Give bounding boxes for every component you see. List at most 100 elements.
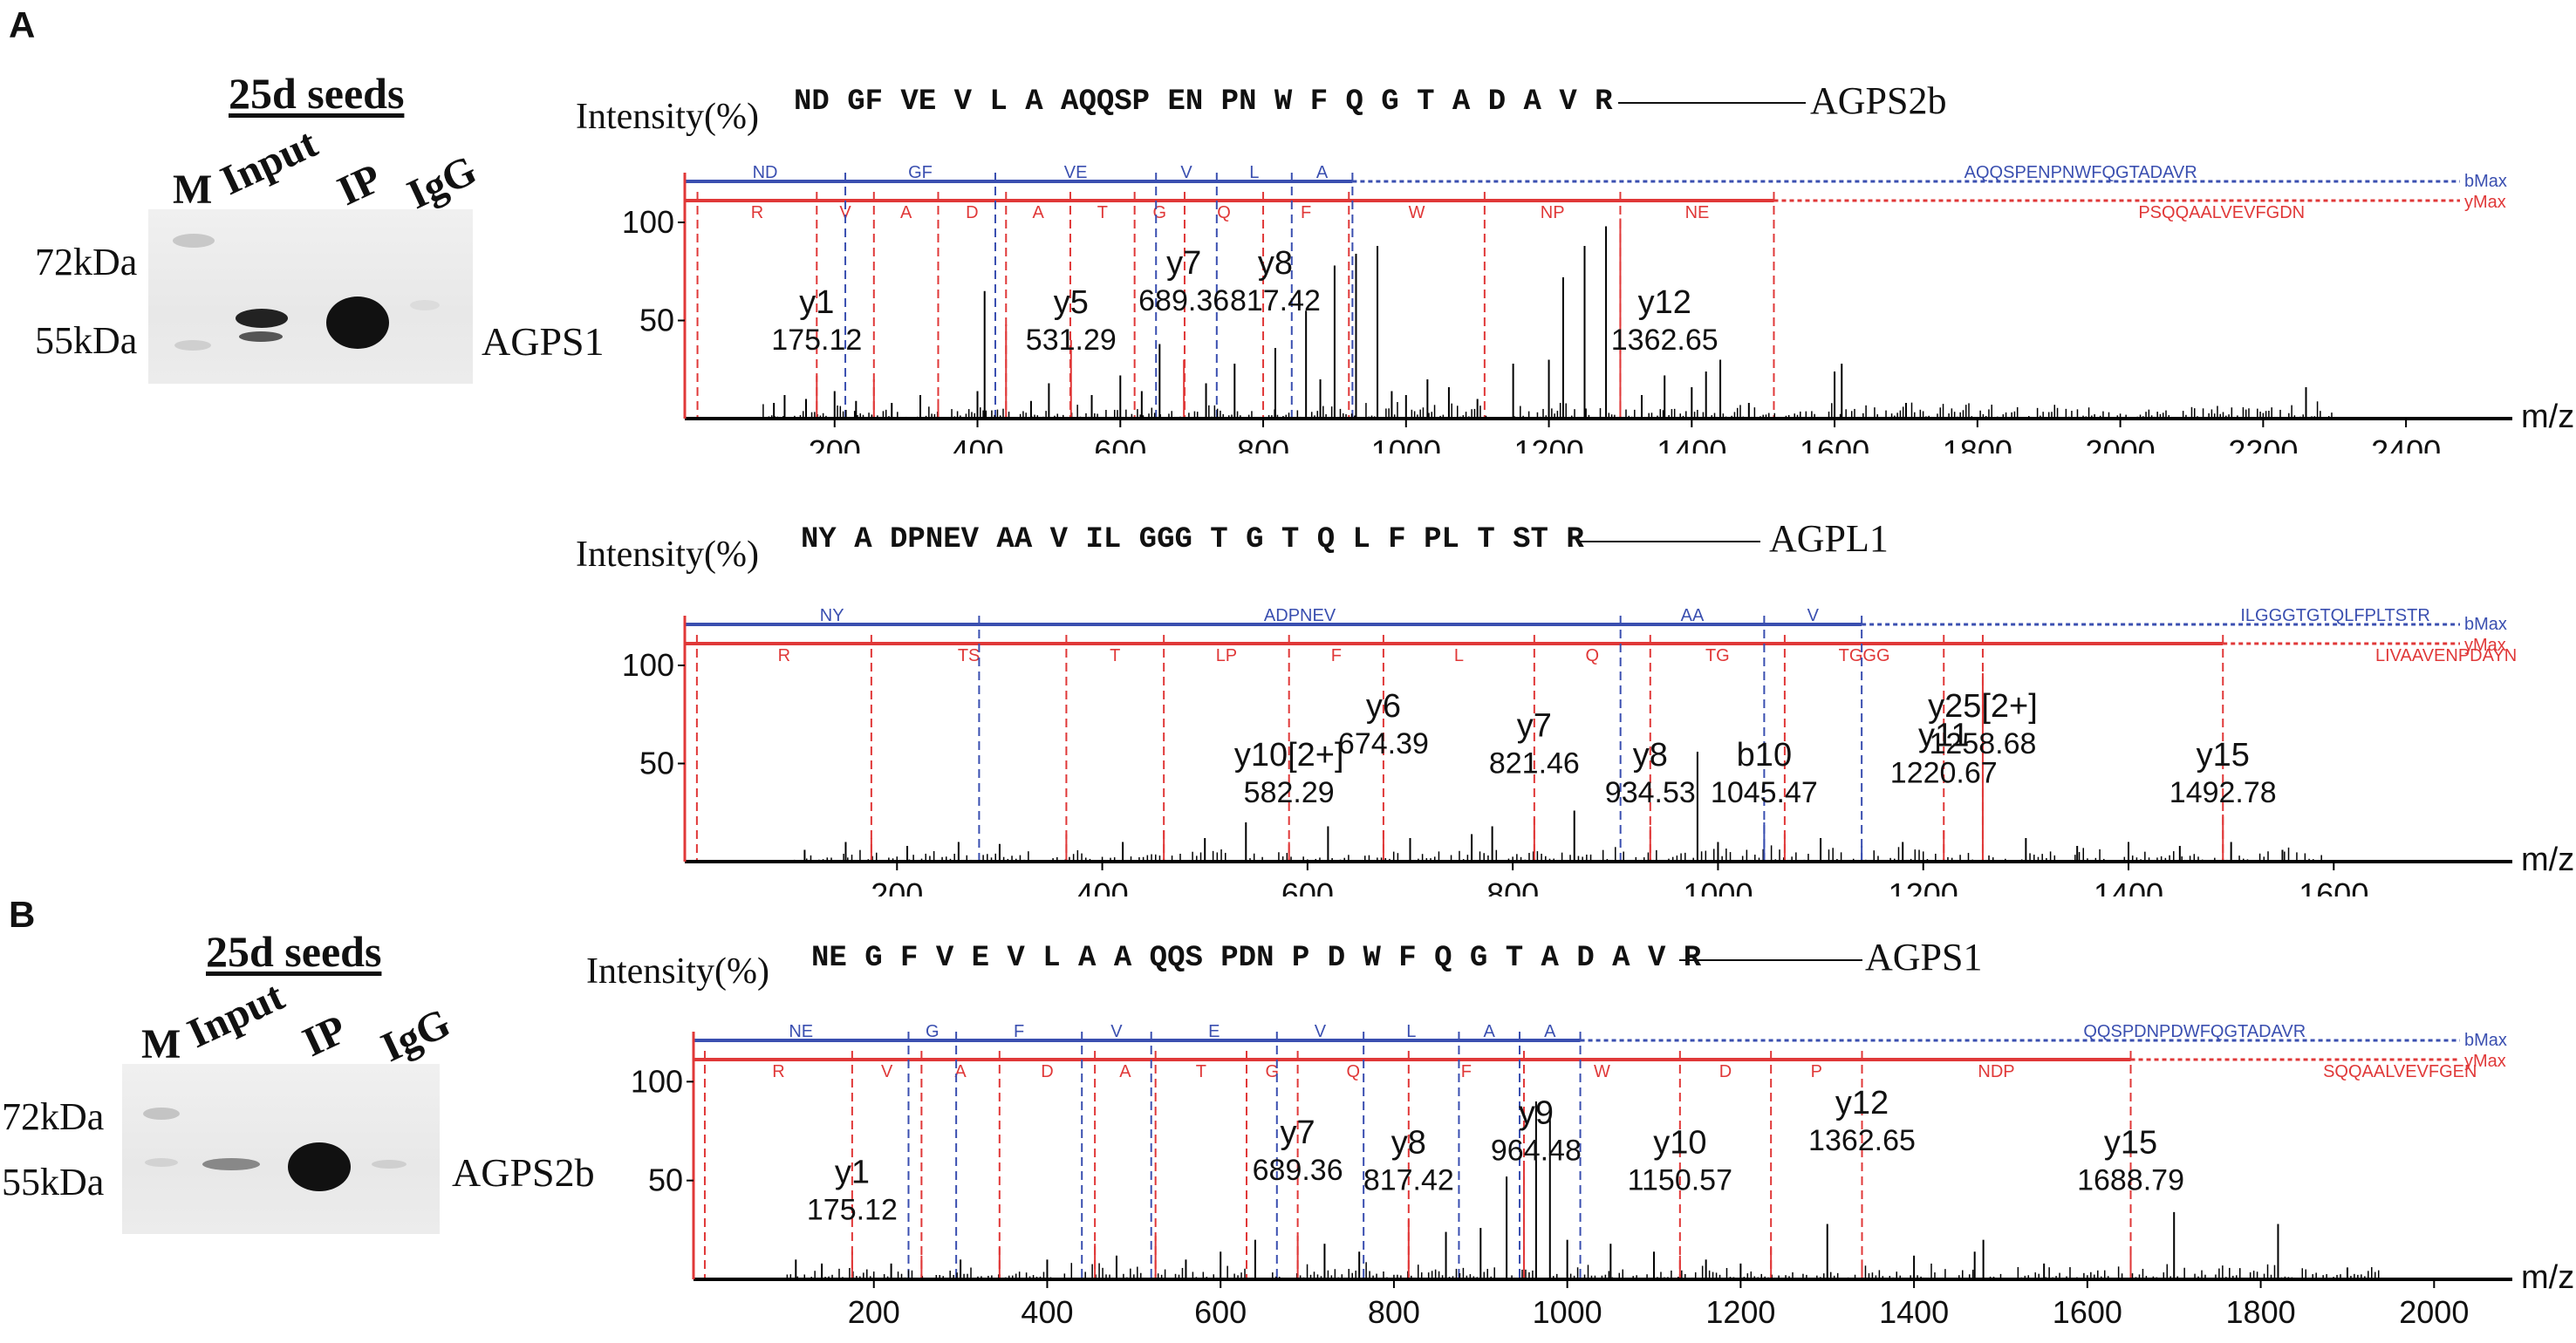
mw-marker-55kda: 55kDa [35,319,138,362]
blot-protein-name: AGPS2b [452,1150,595,1195]
x-tick-label: 800 [1237,433,1289,453]
peak-ion-label: y7 [1166,245,1201,282]
bmax-label: bMax [2464,1031,2507,1050]
peptide-sequence: NY A DPNEV AA V IL GGG T G T Q L F PL T … [801,523,1584,556]
b-ion-label: NE [789,1022,813,1041]
y-ion-label: A [1032,203,1044,222]
x-tick-label: 200 [871,876,923,896]
lane-label-m: M [173,167,213,213]
y-ion-label: Q [1346,1062,1360,1081]
b-ion-label: A [1544,1022,1556,1041]
b-ion-label: L [1406,1022,1416,1041]
panel-letter-a: A [9,4,36,45]
bmax-label: bMax [2464,172,2507,191]
y-ion-label: R [778,646,790,665]
peak-mz-label: 821.46 [1489,746,1580,780]
peak-ion-label: y7 [1281,1115,1315,1151]
y-ion-label: G [1266,1062,1280,1081]
peak-mz-label: 1362.65 [1611,324,1718,357]
peak-mz-label: 934.53 [1605,776,1696,809]
b-ion-tail-label: ILGGGTGTQLFPLTSTR [2240,606,2429,625]
y-ion-label: NE [1685,203,1710,222]
y-ion-label: F [1331,646,1342,665]
b-ion-label: A [1484,1022,1496,1041]
peak-ion-label: y5 [1054,284,1089,321]
blot-membrane [148,209,473,384]
x-tick-label: 1600 [1800,433,1869,453]
peak-mz-label: 674.39 [1338,727,1429,760]
y-ion-label: V [839,203,851,222]
x-tick-label: 1200 [1705,1294,1775,1330]
y-tick-label: 100 [631,1063,683,1099]
x-tick-label: 2000 [2086,433,2156,453]
peak-ion-label: y9 [1519,1094,1554,1131]
mw-marker-72kda: 72kDa [35,241,138,283]
ymax-label: yMax [2464,1052,2506,1071]
peak-mz-label: 1258.68 [1930,727,2037,760]
peak-ion-label: y8 [1633,737,1668,774]
blot-protein-name: AGPS1 [482,319,605,364]
y-ion-label: W [1594,1062,1610,1081]
x-axis-label: m/z [2521,1259,2574,1296]
lane-label-ip: IP [331,154,389,215]
x-tick-label: 800 [1368,1294,1420,1330]
y-ion-label: TGGG [1839,646,1890,665]
x-tick-label: 200 [848,1294,900,1330]
x-tick-label: 1200 [1889,876,1958,896]
y-ion-label: F [1301,203,1311,222]
peak-mz-label: 175.12 [807,1193,898,1226]
x-tick-label: 400 [951,433,1003,453]
spectrum-ylabel: Intensity(%) [586,951,769,992]
y-ion-label: F [1461,1062,1472,1081]
y-ion-label: V [881,1062,893,1081]
lane-label-igg: IgG [400,147,484,219]
x-axis-label: m/z [2521,842,2574,878]
y-ion-label: R [772,1062,784,1081]
y-ion-label: P [1811,1062,1822,1081]
x-tick-label: 1000 [1371,433,1441,453]
y-ion-label: NP [1541,203,1565,222]
x-tick-label: 1800 [1943,433,2012,453]
y-ion-label: A [900,203,912,222]
peak-mz-label: 817.42 [1230,284,1321,317]
peak-ion-label: y1 [799,284,834,321]
lane-label-m: M [141,1021,181,1067]
lane-label-ip: IP [296,1006,354,1067]
ip-band [288,1142,351,1191]
x-tick-label: 2400 [2371,433,2441,453]
protein-name: AGPL1 [1769,517,1889,560]
x-tick-label: 600 [1194,1294,1247,1330]
x-tick-label: 1800 [2226,1294,2296,1330]
peak-mz-label: 964.48 [1491,1134,1582,1167]
marker-band [143,1108,180,1120]
x-tick-label: 1600 [2053,1294,2122,1330]
peak-mz-label: 1362.65 [1808,1124,1916,1157]
protein-name: AGPS2b [1810,79,1947,122]
y-ion-label: L [1454,646,1464,665]
y-ion-label: T [1196,1062,1206,1081]
peak-ion-label: y25[2+] [1928,688,2038,725]
b-ion-tail-label: QQSPDNPDWFQGTADAVR [2083,1022,2306,1041]
y-ion-label: NDP [1978,1062,2014,1081]
y-ion-label: D [966,203,978,222]
ms-spectrum-3: NE G F V E V L A A QQSPDNPDWFQGTADAVR bMax R V A D A T G Q… [631,1022,2574,1330]
x-tick-label: 400 [1076,876,1129,896]
y-tick-label: 50 [639,303,674,338]
igg-band [372,1160,407,1169]
peptide-sequence: NE G F V E V L A A QQS PDN P D W F Q G T… [811,942,1702,975]
y-ion-label: W [1409,203,1425,222]
peak-mz-label: 689.36 [1138,284,1229,317]
x-tick-label: 800 [1486,876,1539,896]
x-tick-label: 1000 [1683,876,1753,896]
y-ion-label: A [954,1062,967,1081]
marker-band [145,1158,178,1167]
x-tick-label: 1200 [1514,433,1584,453]
b-ion-label: GF [908,163,933,182]
y-ion-label: Q [1586,646,1600,665]
spectrum-ylabel: Intensity(%) [576,97,759,137]
peak-ion-label: y6 [1366,688,1401,725]
x-tick-label: 2200 [2228,433,2298,453]
b-ion-label: VE [1064,163,1088,182]
blot-title: 25d seeds [229,69,405,118]
x-tick-label: 400 [1021,1294,1073,1330]
